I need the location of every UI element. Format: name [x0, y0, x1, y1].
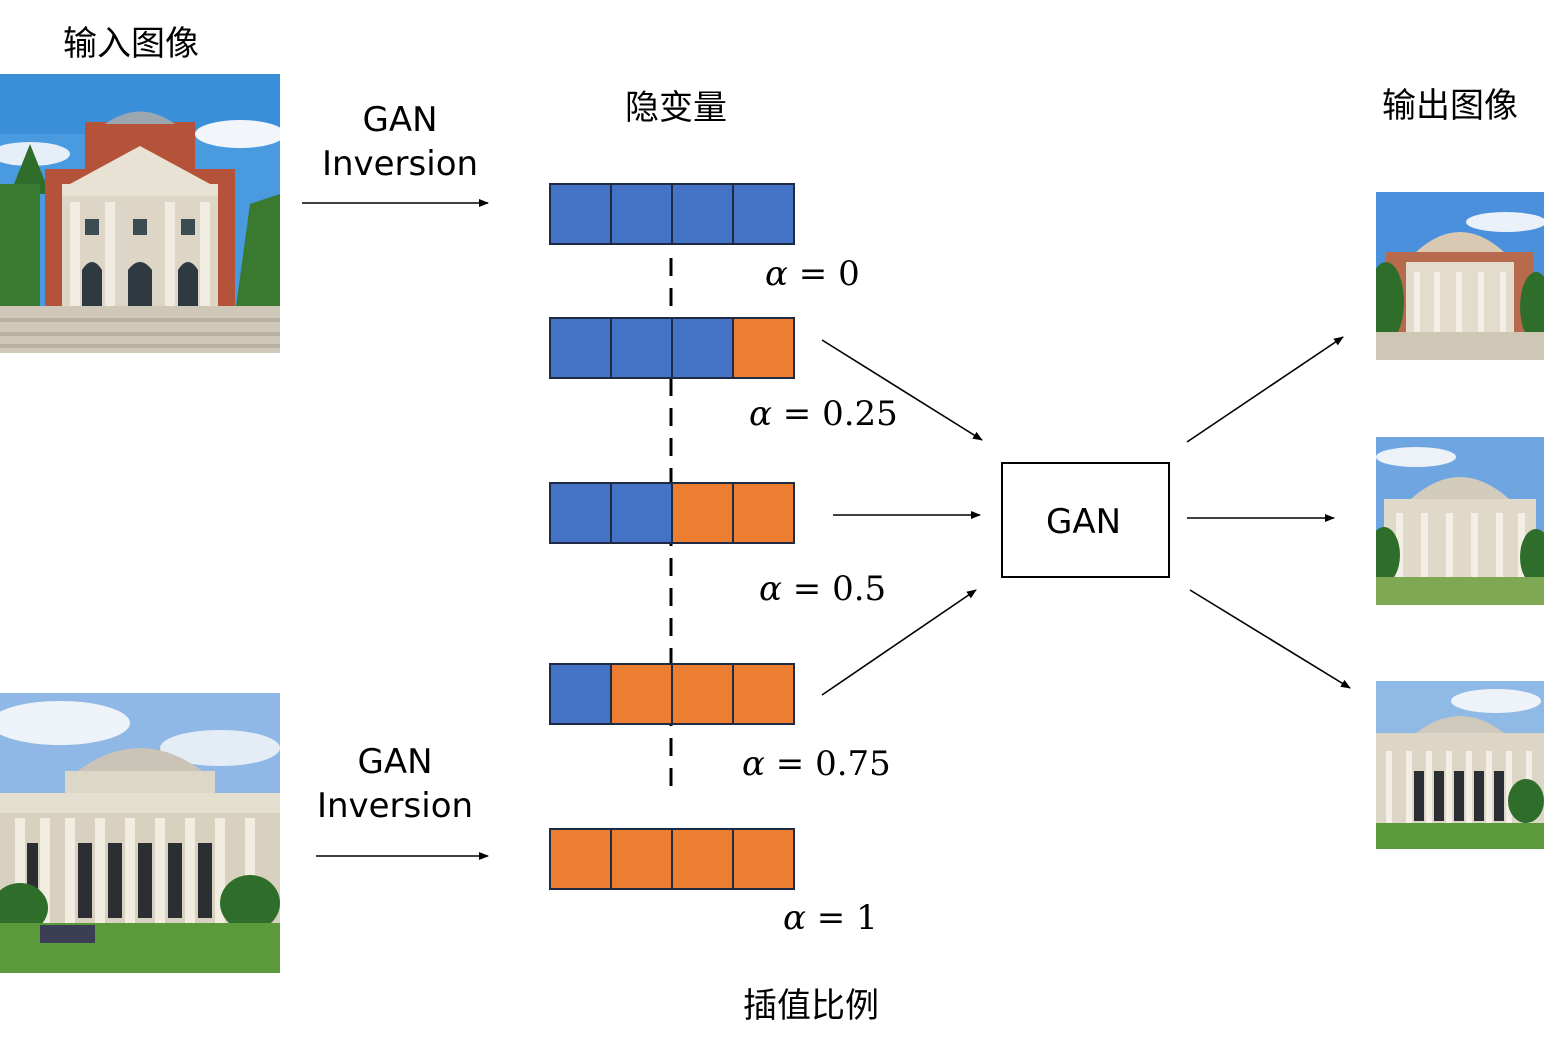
alpha-symbol: α	[749, 394, 772, 434]
alpha-value: = 0.25	[771, 394, 898, 434]
alpha-value: = 0.75	[764, 744, 891, 784]
alpha-value: = 0	[787, 254, 860, 294]
gan-box-label: GAN	[1046, 502, 1122, 542]
gan-inversion-label-bottom: GAN Inversion	[295, 740, 495, 828]
latent-cell-orange	[671, 663, 734, 725]
arrow-to-gan-1	[821, 339, 983, 441]
latent-cell-blue	[610, 183, 673, 245]
gan-inversion-top-line1: GAN	[362, 100, 438, 140]
alpha-label-0: α = 0	[765, 254, 860, 294]
latent-cell-orange	[732, 828, 795, 890]
arrow-to-gan-3	[821, 589, 977, 696]
alpha-symbol: α	[742, 744, 765, 784]
gan-inversion-bottom-line2: Inversion	[316, 786, 474, 826]
latent-cell-blue	[732, 183, 795, 245]
latent-vector-3	[549, 663, 795, 725]
latent-cell-orange	[671, 828, 734, 890]
alpha-symbol: α	[765, 254, 788, 294]
gan-inversion-bottom-line1: GAN	[357, 742, 433, 782]
latent-vector-4	[549, 828, 795, 890]
latent-vector-2	[549, 482, 795, 544]
arrow-from-gan-1	[1186, 336, 1344, 443]
output-image-3	[1376, 681, 1544, 849]
alpha-label-2: α = 0.5	[759, 569, 886, 609]
latent-cell-orange	[610, 663, 673, 725]
latent-cell-blue	[549, 482, 612, 544]
alpha-label-4: α = 1	[783, 898, 878, 938]
gan-box	[1001, 462, 1170, 578]
latent-cell-blue	[671, 183, 734, 245]
output-image-2	[1376, 437, 1544, 605]
input-image-bottom	[0, 693, 280, 973]
latent-cell-blue	[549, 183, 612, 245]
input-image-top	[0, 74, 280, 353]
latent-cell-orange	[732, 663, 795, 725]
latent-cell-blue	[549, 663, 612, 725]
latent-cell-orange	[732, 482, 795, 544]
alpha-value: = 0.5	[781, 569, 887, 609]
gan-inversion-label-top: GAN Inversion	[300, 98, 500, 186]
latent-cell-blue	[671, 317, 734, 379]
interpolation-ratio-heading: 插值比例	[743, 986, 879, 1026]
latent-cell-orange	[732, 317, 795, 379]
output-image-1	[1376, 192, 1544, 360]
latent-vector-0	[549, 183, 795, 245]
alpha-symbol: α	[783, 898, 806, 938]
latent-cell-blue	[610, 482, 673, 544]
latent-cell-blue	[610, 317, 673, 379]
latent-cell-orange	[549, 828, 612, 890]
latent-cell-orange	[671, 482, 734, 544]
alpha-symbol: α	[759, 569, 782, 609]
output-images-heading: 输出图像	[1382, 86, 1518, 126]
alpha-label-1: α = 0.25	[749, 394, 898, 434]
latent-vectors	[549, 183, 795, 890]
latent-cell-orange	[610, 828, 673, 890]
input-images-heading: 输入图像	[63, 24, 199, 64]
latent-cell-blue	[549, 317, 612, 379]
gan-inversion-top-line2: Inversion	[321, 144, 479, 184]
arrow-from-gan-3	[1189, 589, 1351, 689]
latent-vector-1	[549, 317, 795, 379]
latent-variable-heading: 隐变量	[625, 88, 727, 128]
alpha-value: = 1	[805, 898, 878, 938]
alpha-label-3: α = 0.75	[742, 744, 891, 784]
